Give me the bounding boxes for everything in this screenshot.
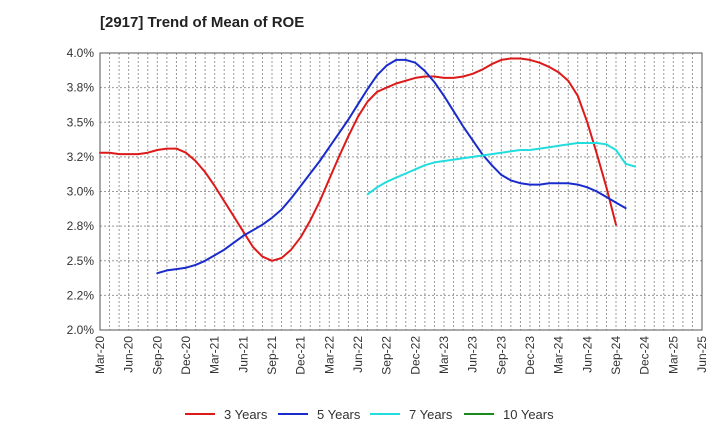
grid-layer xyxy=(99,52,703,331)
series-line-3-years xyxy=(99,57,617,262)
series-layer xyxy=(99,57,637,275)
x-tick-label: Sep-23 xyxy=(494,336,508,375)
y-tick-label: 3.2% xyxy=(67,150,95,164)
legend-label: 10 Years xyxy=(503,407,554,422)
x-tick-label: Jun-20 xyxy=(122,336,136,373)
x-tick-label: Mar-20 xyxy=(93,336,107,374)
x-tick-label: Jun-21 xyxy=(236,336,250,373)
x-tick-label: Dec-23 xyxy=(523,336,537,375)
x-tick-label: Mar-22 xyxy=(322,336,336,374)
x-tick-label: Jun-22 xyxy=(351,336,365,373)
y-tick-label: 2.0% xyxy=(67,323,95,337)
x-tick-label: Jun-23 xyxy=(466,336,480,373)
series-line-5-years xyxy=(156,58,627,275)
chart-title: [2917] Trend of Mean of ROE xyxy=(100,14,305,31)
y-tick-label: 2.5% xyxy=(67,254,95,268)
plot-frame xyxy=(99,52,703,331)
x-tick-label: Dec-20 xyxy=(179,336,193,375)
legend-label: 7 Years xyxy=(409,407,453,422)
legend-label: 5 Years xyxy=(317,407,361,422)
x-tick-label: Mar-21 xyxy=(208,336,222,374)
x-tick-label: Sep-24 xyxy=(609,336,623,375)
series-line-7-years xyxy=(366,142,637,196)
legend-label: 3 Years xyxy=(224,407,268,422)
x-tick-label: Jun-25 xyxy=(695,336,709,373)
x-tick-label: Sep-21 xyxy=(265,336,279,375)
x-tick-label: Sep-22 xyxy=(380,336,394,375)
x-tick-label: Dec-24 xyxy=(638,336,652,375)
y-tick-label: 3.5% xyxy=(67,115,95,129)
legend: 3 Years 5 Years 7 Years 10 Years xyxy=(185,407,554,422)
y-tick-label: 4.0% xyxy=(67,46,95,60)
y-tick-label: 2.8% xyxy=(67,219,95,233)
y-tick-label: 3.8% xyxy=(67,81,95,95)
axis-layer: 2.0% 2.2% 2.5% 2.8% 3.0% 3.2% 3.5% 3.8% 4.0% Mar-… xyxy=(67,46,709,375)
x-tick-label: Mar-25 xyxy=(666,336,680,374)
x-tick-label: Jun-24 xyxy=(580,336,594,373)
x-tick-label: Mar-24 xyxy=(552,336,566,374)
x-tick-label: Dec-22 xyxy=(408,336,422,375)
x-tick-label: Dec-21 xyxy=(294,336,308,375)
y-tick-label: 2.2% xyxy=(67,288,95,302)
y-tick-label: 3.0% xyxy=(67,185,95,199)
x-tick-label: Sep-20 xyxy=(150,336,164,375)
x-tick-label: Mar-23 xyxy=(437,336,451,374)
